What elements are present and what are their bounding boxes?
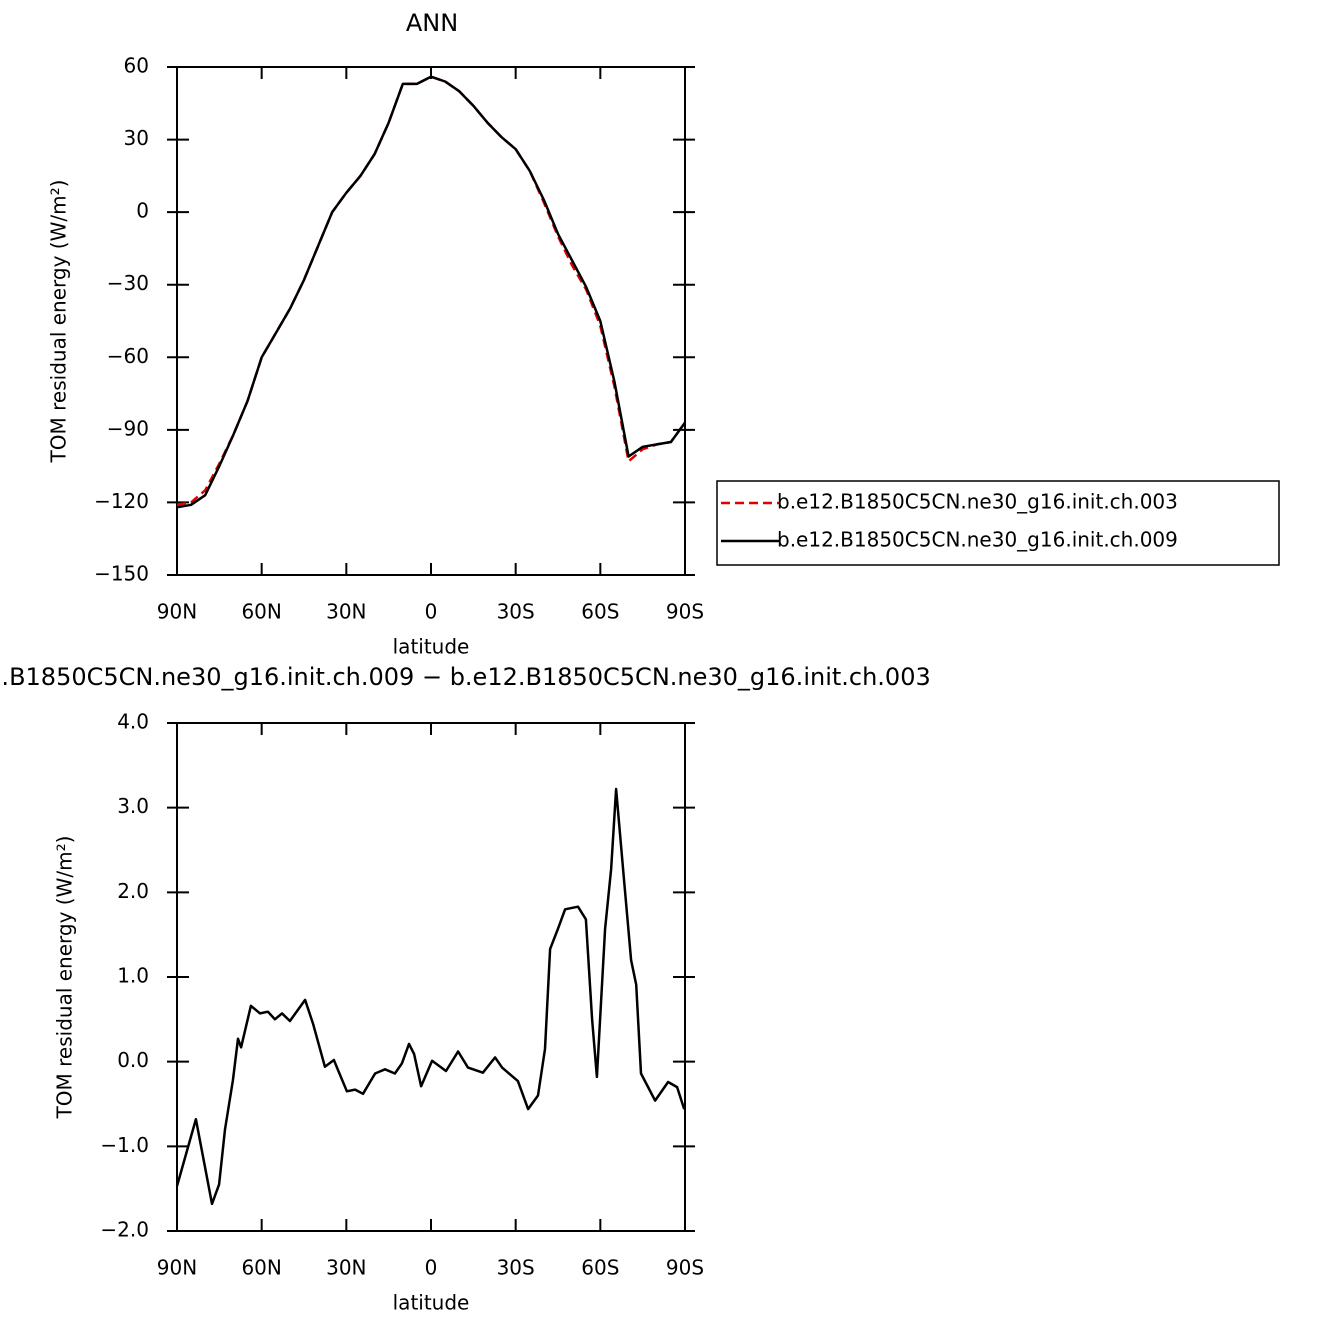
y-tick-label: −90 (107, 416, 149, 440)
x-axis-label: latitude (393, 635, 470, 659)
x-tick-label: 30N (326, 600, 366, 624)
x-tick-label: 60N (241, 1256, 281, 1280)
x-tick-label: 0 (425, 1256, 438, 1280)
x-tick-label: 90N (157, 1256, 197, 1280)
y-axis-label: TOM residual energy (W/m²) (47, 180, 71, 464)
x-tick-label: 90S (666, 1256, 704, 1280)
y-tick-label: −1.0 (100, 1133, 149, 1157)
chart-title: b.e12.B1850C5CN.ne30_g16.init.ch.009 − b… (0, 663, 931, 691)
y-tick-label: 30 (124, 126, 149, 150)
x-tick-label: 30S (497, 1256, 535, 1280)
x-tick-label: 90S (666, 600, 704, 624)
x-tick-label: 60S (581, 600, 619, 624)
data-line (175, 787, 686, 1206)
plot-frame (176, 66, 686, 576)
y-tick-label: −120 (94, 489, 149, 513)
plot-frame (176, 722, 686, 1232)
x-tick-label: 90N (157, 600, 197, 624)
y-tick-label: −60 (107, 344, 149, 368)
y-tick-label: 60 (124, 54, 149, 78)
y-tick-label: 2.0 (117, 879, 149, 903)
x-tick-label: 60S (581, 1256, 619, 1280)
x-tick-label: 60N (241, 600, 281, 624)
data-line (176, 75, 687, 507)
y-tick-label: −150 (94, 562, 149, 586)
chart-title: ANN (406, 9, 458, 37)
x-axis-label: latitude (393, 1291, 470, 1315)
data-line (176, 75, 687, 509)
y-tick-label: 0 (136, 199, 149, 223)
x-tick-label: 30S (497, 600, 535, 624)
y-tick-label: 0.0 (117, 1048, 149, 1072)
legend-box (716, 480, 1280, 566)
y-tick-label: 4.0 (117, 710, 149, 734)
y-tick-label: 3.0 (117, 794, 149, 818)
y-axis-label: TOM residual energy (W/m²) (53, 836, 77, 1120)
y-tick-label: −2.0 (100, 1218, 149, 1242)
y-tick-label: −30 (107, 271, 149, 295)
x-tick-label: 30N (326, 1256, 366, 1280)
legend-label: b.e12.B1850C5CN.ne30_g16.init.ch.003 (777, 490, 1178, 514)
y-tick-label: 1.0 (117, 964, 149, 988)
x-tick-label: 0 (425, 600, 438, 624)
legend-label: b.e12.B1850C5CN.ne30_g16.init.ch.009 (777, 528, 1178, 552)
